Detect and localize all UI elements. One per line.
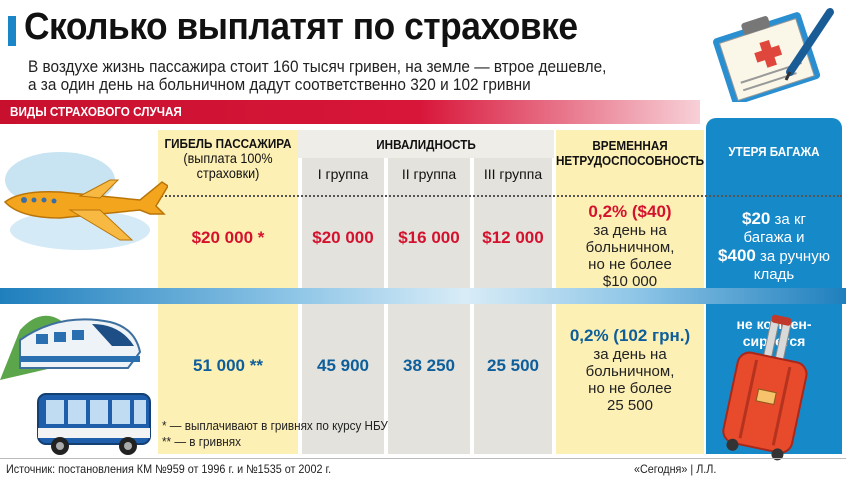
subtitle: В воздухе жизнь пассажира стоит 160 тыся… — [28, 58, 606, 94]
header-death-line-1: ГИБЕЛЬ ПАССАЖИРА — [164, 136, 292, 151]
death-column-top — [158, 130, 298, 288]
header-group-2: II группа — [401, 166, 457, 182]
subtitle-line-1: В воздухе жизнь пассажира стоит 160 тыся… — [28, 58, 607, 76]
ground-temp-value: 0,2% (102 грн.) — [569, 326, 691, 345]
section-label: ВИДЫ СТРАХОВОГО СЛУЧАЯ — [10, 104, 182, 119]
disability-header-bg — [298, 130, 554, 158]
temp-column-bottom — [556, 304, 704, 454]
air-temp-value: 0,2% ($40) — [588, 202, 672, 221]
temp-column-top — [556, 130, 704, 288]
ground-group3-value: 25 500 — [487, 356, 539, 375]
header-luggage: Утеря багажа — [728, 144, 820, 159]
section-bar — [0, 100, 700, 124]
air-temp-note-1: за день на — [593, 222, 667, 239]
ground-temp-note-4: 25 500 — [607, 397, 653, 414]
air-luggage-text-4: кладь — [753, 266, 795, 283]
ground-death-value: 51 000 ** — [193, 356, 263, 375]
group2-column-top — [388, 158, 470, 288]
ground-temp-note-2: больничном, — [585, 363, 675, 380]
ground-temp-cell: 0,2% (102 грн.) за день на больничном, н… — [556, 326, 704, 414]
air-group3-value: $12 000 — [482, 228, 544, 247]
header-disability: ИНВАЛИДНОСТЬ — [376, 137, 476, 152]
subtitle-line-2: а за один день на больничном дадут соотв… — [28, 76, 531, 94]
group1-column-bottom — [302, 304, 384, 454]
header-divider — [158, 195, 842, 197]
header-temp: Временная нетрудоспособность — [554, 138, 705, 168]
page-title: Сколько выплатят по страховке — [24, 6, 578, 48]
ground-group2-value: 38 250 — [403, 356, 455, 375]
air-temp-note-2: больничном, — [585, 239, 675, 256]
air-luggage-value-1: $20 — [742, 209, 771, 228]
group3-column-bottom — [474, 304, 552, 454]
footnote-1: * — выплачивают в гривнях по курсу НБУ — [162, 418, 388, 433]
ground-temp-note-1: за день на — [593, 346, 667, 363]
air-luggage-text-3: за ручную — [755, 248, 830, 265]
header-death: ГИБЕЛЬ ПАССАЖИРА (выплата 100% страховки… — [158, 136, 298, 181]
header-death-line-2: (выплата 100% — [183, 150, 273, 166]
air-luggage-text-1: за кг — [770, 211, 806, 228]
luggage-column-top — [706, 118, 842, 288]
source-note: Источник: постановления КМ №959 от 1996 … — [6, 462, 332, 476]
footnote-2: ** — в гривнях — [162, 434, 241, 449]
footer-divider — [0, 458, 846, 459]
airplane-icon — [3, 152, 168, 250]
group2-column-bottom — [388, 304, 470, 454]
row-separator — [0, 288, 846, 304]
suitcase-icon — [722, 314, 808, 461]
air-temp-note-3: но не более — [588, 256, 672, 273]
header-temp-line-1: Временная — [592, 138, 668, 153]
header-death-line-3: страховки) — [196, 165, 260, 181]
air-luggage-cell: $20 за кг багажа и $400 за ручную кладь — [706, 210, 842, 284]
group3-column-top — [474, 158, 552, 288]
air-group2-value: $16 000 — [398, 228, 460, 247]
air-temp-cell: 0,2% ($40) за день на больничном, но не … — [556, 202, 704, 290]
death-column-bottom — [158, 304, 298, 454]
air-luggage-value-2: $400 — [718, 246, 756, 265]
header-temp-line-2: нетрудоспособность — [555, 153, 705, 168]
air-death-value: $20 000 * — [191, 228, 265, 247]
air-luggage-text-2: багажа и — [743, 229, 805, 246]
title-accent-bar — [8, 16, 16, 46]
clipboard-pen-icon — [713, 8, 834, 102]
ground-temp-note-3: но не более — [588, 380, 672, 397]
air-group1-value: $20 000 — [312, 228, 374, 247]
air-temp-note-4: $10 000 — [602, 273, 658, 290]
group1-column-top — [302, 158, 384, 288]
train-icon — [0, 315, 142, 380]
header-group-3: III группа — [483, 166, 543, 182]
credit: «Сегодня» | Л.Л. — [634, 462, 717, 476]
ground-group1-value: 45 900 — [317, 356, 369, 375]
bus-icon — [37, 393, 151, 455]
header-group-1: I группа — [317, 166, 369, 182]
